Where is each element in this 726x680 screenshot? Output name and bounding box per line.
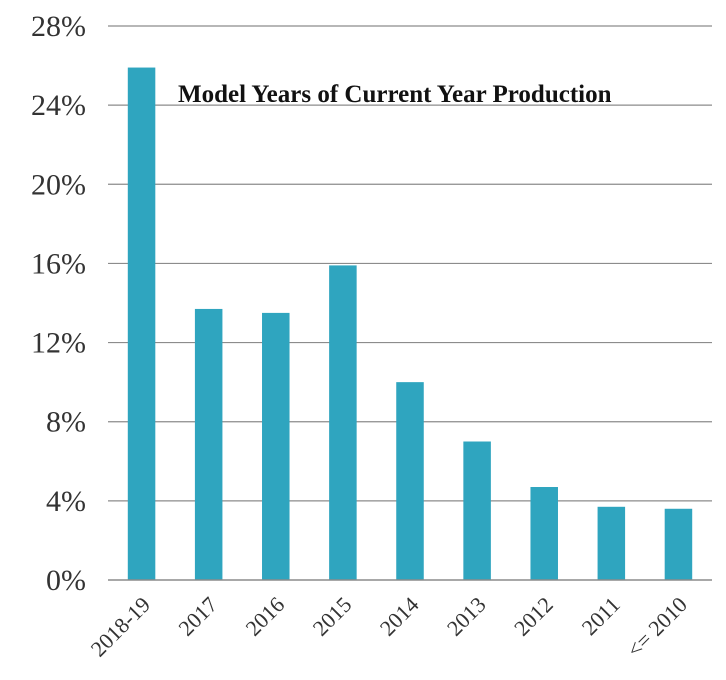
y-tick-label: 24% <box>31 89 86 122</box>
bar-2015 <box>329 265 357 580</box>
bar-2017 <box>194 308 223 580</box>
y-tick-label: 0% <box>46 564 86 597</box>
x-tick-label: 2012 <box>509 592 558 641</box>
bar-201819 <box>127 67 156 581</box>
x-tick-label: 2015 <box>308 592 357 641</box>
bar-2011 <box>597 506 626 580</box>
x-tick-label: 2013 <box>442 592 491 641</box>
chart-title: Model Years of Current Year Production <box>178 81 612 108</box>
y-tick-label: 8% <box>46 406 86 439</box>
bar-2014 <box>396 382 424 580</box>
x-tick-label: 2016 <box>241 592 290 641</box>
y-axis-ticks: 0% 4% 8% 12% 16% 20% 24% 28% <box>31 10 86 597</box>
x-tick-label: 2011 <box>577 592 625 640</box>
bar-2010 <box>664 508 693 580</box>
x-tick-label: <= 2010 <box>622 592 692 662</box>
x-axis-ticks: 2018-19 2017 2016 2015 2014 2013 2012 2011<= 20… <box>86 592 692 662</box>
bar-2013 <box>463 441 491 580</box>
y-tick-label: 16% <box>31 247 86 280</box>
y-tick-label: 12% <box>31 327 86 360</box>
x-tick-label: 2014 <box>375 592 424 641</box>
x-tick-label: 2017 <box>173 592 222 641</box>
bars <box>127 67 693 581</box>
bar-2012 <box>530 487 558 580</box>
x-tick-label: 2018-19 <box>86 592 156 662</box>
bar-2016 <box>262 312 290 580</box>
y-tick-label: 4% <box>46 485 86 518</box>
y-tick-label: 20% <box>31 168 86 201</box>
y-tick-label: 28% <box>31 10 86 43</box>
